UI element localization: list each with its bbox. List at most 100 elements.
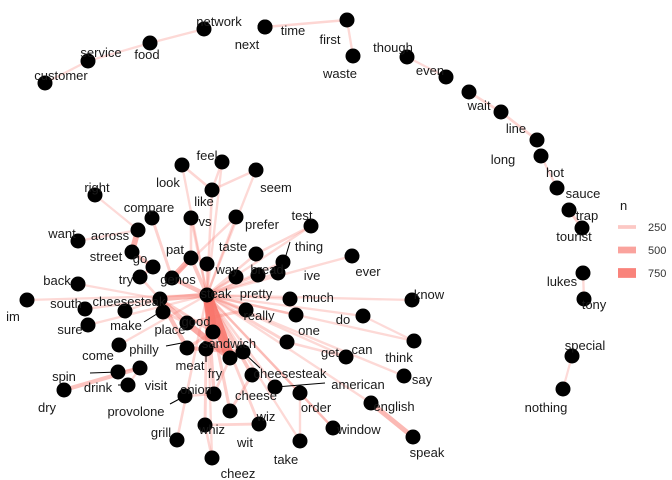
node-cheez [204,450,220,466]
node-label-spin: spin [52,369,76,384]
node-label-tourist: tourist [556,229,592,244]
node-label-food: food [134,47,159,62]
node-label-drink: drink [84,380,113,395]
edge-steak-american [205,293,277,389]
node-label-sure: sure [57,322,82,337]
edge-steak-sure [86,293,209,327]
edge-think-do [361,314,416,343]
node-label-south: south [50,296,82,311]
node-label-one: one [298,323,320,338]
edge-drink-dry [61,365,143,393]
node-label-time: time [281,23,306,38]
node-come [111,337,127,353]
node-label-way: way [214,262,239,277]
edge-steak-look [180,163,209,297]
node-label-know: know [414,287,445,302]
legend-label-250: 250 [648,222,666,234]
node-label-cheese: cheese [235,388,277,403]
node-try [132,269,148,285]
node-label-sauce: sauce [566,186,601,201]
node-label-special: special [565,338,606,353]
leader-provolone [169,395,186,405]
node-label-like: like [194,194,214,209]
node-label-test: test [292,208,313,223]
node-lukes [575,265,591,281]
leader-american [275,382,326,388]
node-south [77,301,93,317]
node-label-thing: thing [295,239,323,254]
edge-whiz-wit [203,422,261,427]
node-label-back: back [43,273,71,288]
node-say [396,368,412,384]
node-label-look: look [156,175,180,190]
node-sure [80,317,96,333]
node-go [145,259,161,275]
node-grill [169,432,185,448]
node-food [142,35,158,51]
node-label-can: can [352,342,373,357]
node-label-wiz: wiz [256,409,276,424]
edge-steak-come [117,293,209,347]
node-know [404,292,420,308]
node-label-much: much [302,290,334,305]
edge-steak-fry [201,289,236,364]
edge-steak-ive [205,271,280,297]
node-though [399,49,415,65]
node-dry [56,382,72,398]
edge-line-long [499,110,539,142]
node-sauce [549,180,565,196]
node-label-seem: seem [260,180,292,195]
node-label-next: next [235,37,260,52]
edge-good-really [185,308,248,325]
node-long [529,132,545,148]
node-label-long: long [491,152,516,167]
node-look [174,157,190,173]
edge-steak-prefer [205,215,238,297]
edge-time-first [263,18,349,29]
node-tony [576,291,592,307]
edge-steak-think [205,293,416,343]
node-can [338,349,354,365]
node-label-american: american [331,377,384,392]
node-pat [183,250,199,266]
node-label-speak: speak [410,445,445,460]
node-vs [183,210,199,226]
node-label-do: do [336,312,350,327]
node-label-come: come [82,348,114,363]
node-label-waste: waste [322,66,357,81]
node-label-first: first [320,32,341,47]
node-label-really: really [243,308,275,323]
node-onion [206,386,222,402]
node-ever [344,248,360,264]
node-pretty [228,269,244,285]
edge-taste-test [254,224,313,256]
edge-network-food [148,27,206,45]
node-label-whiz: whiz [198,422,225,437]
node-one [288,307,304,323]
edge-steak-order [205,293,302,395]
node-label-fry: fry [208,366,223,381]
node-im [19,292,35,308]
node-network [196,21,212,37]
edge-steak-cheese [205,293,254,377]
node-drink [132,360,148,376]
node-customer [37,75,53,91]
node-feel [214,154,230,170]
legend-label-750: 750 [648,268,666,280]
node-label-want: want [47,226,76,241]
node-label-even: even [416,63,444,78]
node-wit [251,416,267,432]
edge-steak-cheez [205,293,214,460]
node-label-though: though [373,40,413,55]
node-label-genos: genos [160,272,196,287]
leader-spin [89,371,119,374]
node-ive [270,265,286,281]
edge-steak-thing [205,260,285,297]
edge-english-speak [368,400,416,440]
node-label-steak: steak [200,286,232,301]
edge-across-want [76,228,140,243]
node-label-english: english [373,399,414,414]
node-line [493,104,509,120]
